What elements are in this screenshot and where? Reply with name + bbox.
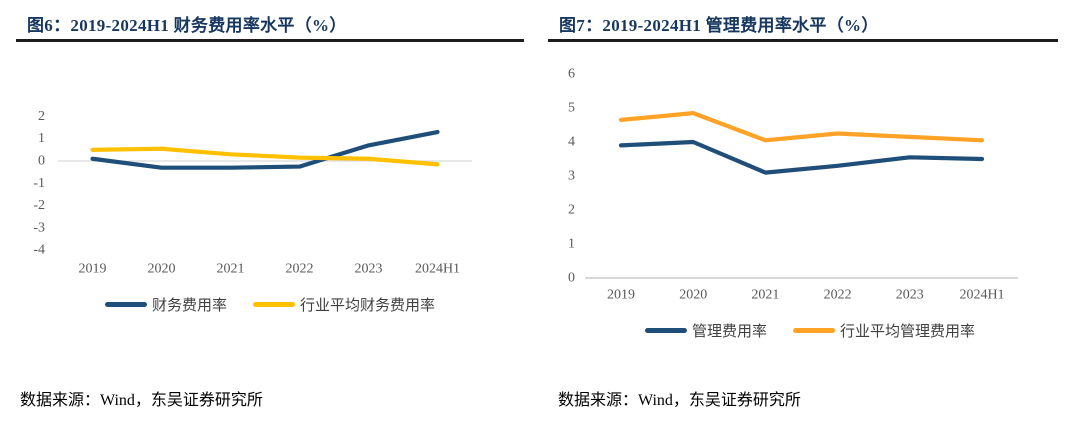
figure7-data-source: 数据来源：Wind，东吴证券研究所: [558, 392, 801, 409]
x-tick-label: 2019: [607, 288, 635, 303]
series-line: [618, 139, 985, 175]
figure6-title-divider: [16, 39, 524, 42]
x-tick-label: 2024H1: [959, 288, 1004, 303]
series-line: [90, 146, 440, 167]
y-tick-label: 1: [568, 237, 575, 252]
y-tick-label: -4: [33, 243, 45, 258]
legend-item: 行业平均财务费用率: [253, 294, 435, 315]
x-tick-label: 2020: [679, 288, 707, 303]
y-tick-label: 1: [38, 131, 45, 146]
x-tick-label: 2020: [148, 262, 176, 277]
series2-color-swatch: [253, 302, 295, 307]
y-tick-label: 6: [568, 67, 575, 82]
y-tick-label: -1: [33, 176, 45, 191]
series-line: [618, 110, 985, 143]
legend-label: 管理费用率: [691, 324, 767, 340]
y-tick-label: 3: [568, 169, 575, 184]
series-line: [90, 129, 440, 170]
figure7-legend: 管理费用率 行业平均管理费用率: [540, 320, 1080, 341]
x-tick-label: 2021: [217, 262, 245, 277]
y-tick-label: -2: [33, 198, 45, 213]
series2-color-swatch: [793, 328, 835, 333]
x-tick-label: 2023: [355, 262, 383, 277]
x-tick-label: 2021: [751, 288, 779, 303]
legend-label: 行业平均管理费用率: [840, 324, 976, 340]
legend-label: 行业平均财务费用率: [300, 298, 436, 314]
legend-item: 管理费用率: [644, 320, 767, 341]
x-tick-label: 2019: [79, 262, 107, 277]
y-tick-label: 2: [38, 109, 45, 124]
x-tick-label: 2022: [286, 262, 314, 277]
y-tick-label: 0: [568, 271, 575, 286]
figure7-title-divider: [548, 39, 1058, 42]
legend-label: 财务费用率: [151, 298, 227, 314]
x-tick-label: 2023: [896, 288, 924, 303]
legend-item: 行业平均管理费用率: [793, 320, 975, 341]
y-tick-label: 5: [568, 101, 575, 116]
series1-color-swatch: [644, 328, 687, 333]
figure6-line-chart: -4 -3 -2 -1 0 1 2 2019 2020 2021 2022 2023 2024H1: [33, 109, 472, 277]
figure7-line-chart: 0 1 2 3 4 5 6 2019 2020 2021 2022 2023 2024H1: [568, 67, 1018, 303]
y-tick-label: 4: [568, 135, 575, 150]
figure6-data-source: 数据来源：Wind，东吴证券研究所: [20, 392, 263, 409]
y-tick-label: 2: [568, 203, 575, 218]
figure7-title: 图7：2019-2024H1 管理费用率水平（%）: [559, 16, 879, 35]
series1-color-swatch: [104, 302, 147, 307]
figure6-legend: 财务费用率 行业平均财务费用率: [0, 294, 540, 315]
x-tick-label: 2022: [824, 288, 852, 303]
figure6-title: 图6：2019-2024H1 财务费用率水平（%）: [27, 16, 347, 35]
x-tick-label: 2024H1: [415, 262, 460, 277]
y-tick-label: 0: [38, 154, 45, 169]
y-tick-label: -3: [33, 220, 45, 235]
legend-item: 财务费用率: [104, 294, 227, 315]
